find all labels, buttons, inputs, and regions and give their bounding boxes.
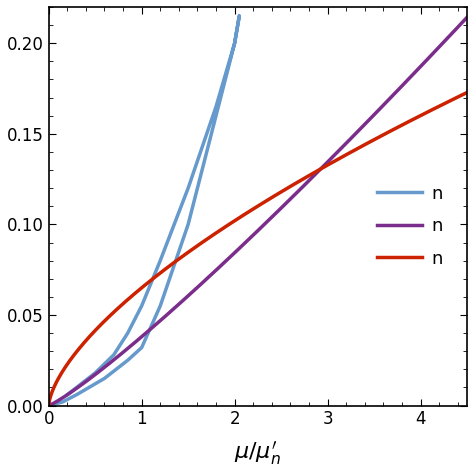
n: [247, 236, 253, 241]
n: [125, 330, 130, 336]
n: [46, 403, 52, 409]
X-axis label: $\mu/\mu^{\prime}_n$: $\mu/\mu^{\prime}_n$: [235, 439, 281, 467]
n: [464, 90, 470, 95]
n: [111, 352, 117, 358]
Legend: n, n, n: n, n, n: [370, 178, 450, 275]
n: [185, 221, 191, 227]
n: [139, 345, 145, 350]
n: [213, 104, 219, 109]
n: [74, 392, 80, 398]
n: [247, 208, 253, 214]
n: [232, 40, 237, 46]
n: [92, 370, 98, 376]
n: [157, 258, 163, 264]
n: [157, 303, 163, 309]
n: [295, 189, 301, 195]
Line: n: n: [49, 18, 467, 406]
n: [74, 384, 80, 390]
n: [295, 179, 301, 185]
n: [232, 40, 237, 46]
Line: n: n: [49, 16, 239, 406]
n: [139, 303, 145, 309]
n: [213, 113, 219, 118]
n: [272, 193, 278, 199]
n: [272, 211, 278, 217]
n: [60, 399, 65, 405]
n: [125, 357, 130, 363]
n: [454, 95, 460, 100]
n: [245, 210, 250, 216]
n: [237, 13, 242, 19]
n: [389, 128, 394, 133]
n: [237, 13, 242, 19]
Line: n: n: [49, 92, 467, 406]
n: [101, 375, 107, 381]
n: [64, 392, 70, 398]
n: [454, 25, 460, 31]
n: [46, 403, 52, 409]
n: [464, 15, 470, 20]
n: [245, 238, 250, 244]
n: [389, 94, 394, 100]
n: [46, 403, 52, 409]
n: [185, 185, 191, 191]
